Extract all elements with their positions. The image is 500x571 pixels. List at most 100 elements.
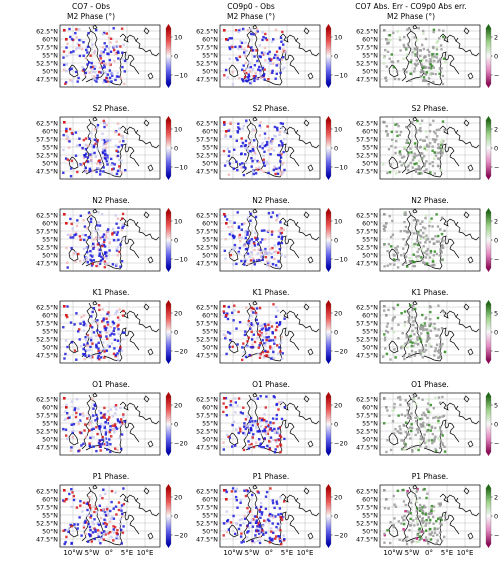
station-marker: [433, 322, 436, 325]
station-marker: [77, 420, 80, 423]
station-marker: [98, 254, 101, 257]
station-marker: [73, 408, 76, 412]
station-marker: [120, 237, 124, 241]
station-marker: [222, 441, 225, 444]
station-marker: [102, 532, 106, 535]
station-marker: [415, 38, 419, 42]
station-marker: [70, 38, 74, 41]
station-marker: [430, 425, 434, 428]
map-panel-o1-col2: 62.5°N60°N57.5°N55°N52.5°N50°N47.5°NO1 P…: [196, 380, 348, 456]
station-marker: [227, 528, 230, 531]
station-marker: [229, 339, 232, 342]
station-marker: [420, 248, 423, 251]
station-marker: [383, 489, 386, 492]
station-marker: [279, 71, 282, 75]
lon-tick-2-c: 5°W: [405, 549, 420, 557]
station-marker: [75, 224, 79, 228]
station-marker: [268, 339, 271, 342]
station-marker: [248, 423, 251, 426]
colorbar-gradient: [485, 27, 492, 85]
station-marker: [89, 250, 92, 253]
station-marker: [117, 332, 120, 335]
station-marker: [401, 516, 404, 519]
station-marker: [385, 498, 388, 501]
station-marker: [434, 138, 438, 141]
colorbar-tick-label: 0: [174, 420, 178, 428]
station-marker: [254, 71, 257, 75]
station-marker: [386, 134, 389, 137]
lat-tick-label: 52.5°N: [196, 244, 218, 252]
station-marker: [407, 45, 410, 49]
station-marker: [122, 415, 125, 418]
station-marker: [91, 255, 94, 258]
station-marker: [278, 535, 281, 538]
station-marker: [268, 57, 271, 61]
station-marker: [87, 522, 90, 526]
station-marker: [267, 137, 270, 140]
station-marker: [261, 511, 264, 514]
station-marker: [421, 521, 425, 525]
station-marker: [263, 78, 266, 81]
row-label-p1: P1 Phase.: [93, 472, 129, 481]
station-marker: [420, 423, 423, 427]
lat-tick-label: 50°N: [362, 160, 378, 168]
station-marker: [422, 421, 425, 424]
station-marker: [393, 432, 396, 435]
station-marker: [437, 234, 440, 238]
station-marker: [110, 435, 113, 438]
station-marker: [247, 78, 250, 81]
station-marker: [76, 523, 80, 526]
station-marker: [409, 161, 412, 165]
station-marker: [104, 233, 107, 237]
station-marker: [253, 263, 256, 266]
station-marker: [228, 162, 232, 165]
station-marker: [398, 170, 401, 174]
station-marker: [410, 316, 414, 319]
station-marker: [222, 534, 225, 537]
station-marker: [268, 519, 271, 523]
map-panel-p1-col3: 62.5°N60°N57.5°N55°N52.5°N50°N47.5°NP1 P…: [356, 472, 500, 548]
station-marker: [435, 53, 439, 56]
station-marker: [262, 356, 266, 359]
station-marker: [438, 401, 442, 404]
station-marker: [434, 435, 437, 438]
station-marker: [406, 510, 409, 513]
station-marker: [424, 348, 428, 352]
station-marker: [249, 139, 252, 142]
station-marker: [97, 167, 100, 170]
station-marker: [62, 499, 65, 502]
station-marker: [249, 65, 252, 69]
coastline: [455, 316, 480, 333]
row-label-n2: N2 Phase.: [92, 196, 130, 205]
colorbar-tick-label: −10: [174, 163, 188, 171]
station-marker: [96, 147, 99, 151]
lat-tick-label: 52.5°N: [356, 428, 378, 436]
station-marker: [385, 79, 388, 82]
station-marker: [102, 233, 106, 236]
station-marker: [415, 231, 419, 234]
station-marker: [403, 514, 406, 518]
station-marker: [85, 502, 89, 505]
lat-tick-label: 52.5°N: [36, 60, 58, 68]
station-marker: [415, 428, 419, 431]
station-marker: [86, 501, 90, 504]
station-marker: [234, 444, 237, 447]
station-marker: [427, 516, 430, 519]
station-marker: [239, 501, 242, 504]
station-marker: [99, 57, 102, 60]
station-marker: [269, 58, 273, 61]
station-marker: [91, 244, 94, 247]
coastline: [307, 256, 314, 264]
colorbar-extend-bottom: [166, 452, 171, 456]
station-marker: [102, 522, 105, 525]
lon-tick-4-b: 5°E: [281, 549, 293, 557]
lat-tick-label: 62.5°N: [356, 120, 378, 128]
station-marker: [273, 506, 276, 510]
row-label-s2: S2 Phase.: [412, 104, 449, 113]
station-marker: [80, 444, 83, 447]
station-marker: [99, 423, 103, 426]
station-marker: [250, 165, 253, 168]
station-marker: [239, 524, 242, 527]
lat-tick-label: 52.5°N: [196, 152, 218, 160]
station-marker: [278, 144, 281, 147]
